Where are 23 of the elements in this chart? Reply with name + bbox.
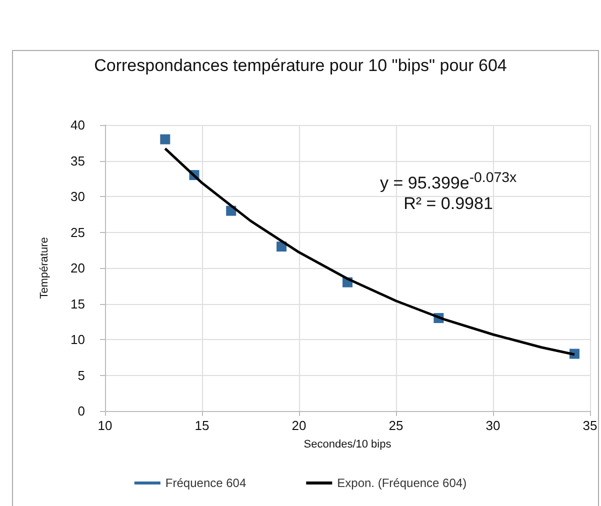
y-tick-label: 25 (70, 224, 85, 240)
x-tick-label: 30 (486, 418, 500, 433)
x-tick-label: 25 (388, 418, 404, 433)
annotation: y = 95.399e$^{-0.073x}$ (380, 169, 517, 194)
legend-label: Expon. (Fréquence 604) (337, 476, 467, 490)
y-tick-label: 30 (70, 189, 85, 204)
legend-label: Fréquence 604 (165, 476, 246, 490)
annotation: R² = 0.9981 (402, 194, 494, 214)
point (160, 134, 170, 144)
y-tick-label: 20 (70, 260, 85, 276)
y-tick-label: 5 (78, 368, 85, 383)
y-axis-title: Température (38, 237, 50, 299)
x-axis-title: Secondes/10 bips (304, 438, 392, 450)
x-tick-label: 15 (194, 418, 210, 433)
chart-title: Correspondances température pour 10 "bips" pour 604 (94, 56, 507, 75)
x-tick-label: 35 (582, 418, 598, 433)
y-tick-label: 40 (70, 118, 85, 132)
y-tick-label: 15 (70, 296, 85, 312)
y-tick-label: 0 (78, 404, 85, 418)
x-tick-label: 20 (292, 418, 306, 433)
x-tick-label: 10 (98, 418, 112, 433)
y-tick-label: 35 (70, 153, 85, 168)
y-tick-label: 10 (70, 332, 85, 347)
